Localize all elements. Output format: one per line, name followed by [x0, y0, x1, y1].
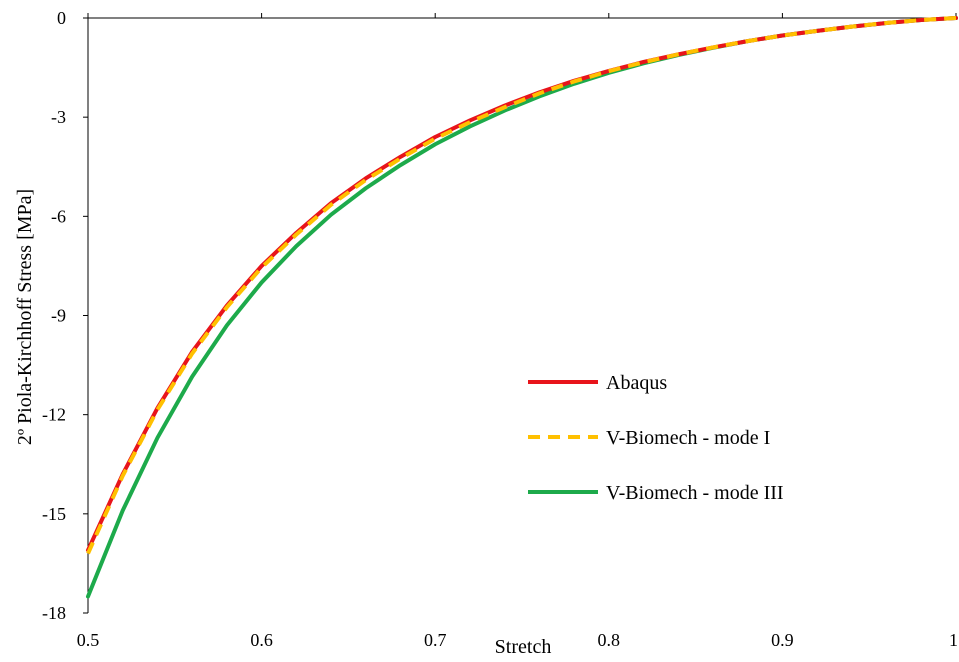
- axes: 0 -3 -6 -9 -12 -15 -18 0.5 0.6 0.7 0.8 0.9 1: [42, 8, 958, 650]
- legend: Abaqus V-Biomech - mode I V-Biomech - mode…: [528, 372, 784, 504]
- y-tick-label: -15: [42, 504, 66, 524]
- y-tick-label: -6: [51, 206, 66, 226]
- y-tick-label: 0: [57, 8, 66, 28]
- y-tick-label: -12: [42, 405, 66, 425]
- series-line-1: [86, 16, 957, 555]
- x-tick-label: 0.7: [424, 630, 447, 650]
- legend-label-1: V-Biomech - mode I: [606, 427, 770, 449]
- y-axis-title: 2º Piola-Kirchhoff Stress [MPa]: [14, 189, 36, 445]
- x-tick-label: 0.5: [77, 630, 100, 650]
- legend-label-2: V-Biomech - mode III: [606, 482, 784, 504]
- x-axis-title: Stretch: [495, 636, 552, 658]
- x-tick-label: 0.9: [771, 630, 794, 650]
- x-tick-label: 0.6: [250, 630, 273, 650]
- x-tick-label: 0.8: [598, 630, 621, 650]
- legend-label-0: Abaqus: [606, 372, 667, 394]
- series-lines: [86, 16, 958, 599]
- y-tick-label: -3: [51, 107, 66, 127]
- series-line-0: [86, 16, 958, 553]
- y-tick-label: -9: [51, 306, 66, 326]
- y-tick-label: -18: [42, 603, 66, 623]
- series-line-2: [86, 16, 958, 599]
- x-tick-label: 1: [949, 630, 958, 650]
